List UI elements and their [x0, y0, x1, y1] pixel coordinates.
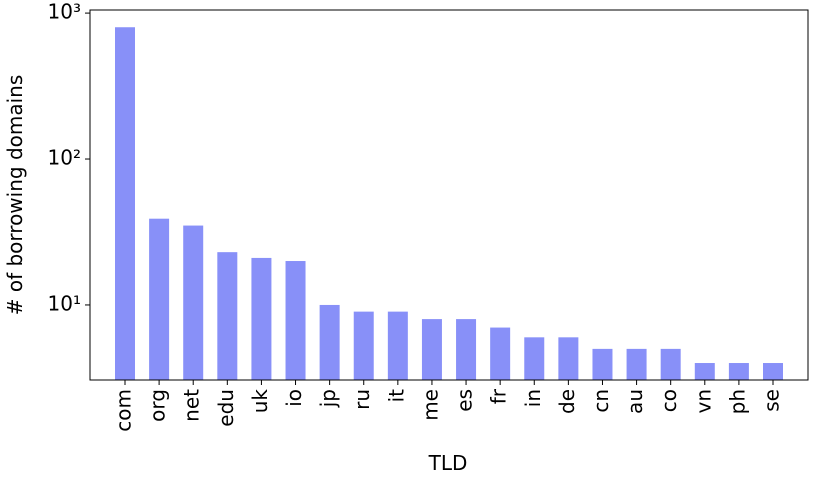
x-tick-label: jp [316, 389, 340, 408]
x-tick-label: net [180, 389, 204, 422]
x-tick-label: de [555, 389, 579, 414]
bar [285, 261, 306, 380]
bar [490, 327, 511, 380]
x-tick-label: cn [589, 389, 613, 413]
bar [694, 363, 715, 380]
y-tick-label: 10¹ [48, 291, 81, 315]
x-tick-label: io [282, 389, 306, 407]
bar [183, 225, 204, 380]
bar [319, 304, 340, 380]
bar [217, 252, 238, 380]
x-tick-label: ph [725, 389, 749, 414]
bar [626, 348, 647, 380]
x-tick-label: ru [350, 389, 374, 410]
y-tick-label: 10³ [48, 0, 81, 24]
x-tick-label: uk [248, 389, 272, 414]
bar [421, 319, 442, 380]
plot-frame [89, 9, 809, 381]
bar [660, 348, 681, 380]
x-tick-label: in [521, 389, 545, 407]
x-tick-label: com [112, 389, 136, 432]
x-tick-label: it [384, 389, 408, 403]
x-tick-label: fr [487, 388, 511, 404]
bar [149, 218, 170, 380]
bar [456, 319, 477, 380]
x-axis-label: TLD [428, 451, 468, 475]
x-tick-label: org [146, 389, 170, 422]
y-tick-label: 10² [48, 146, 81, 170]
bar [353, 311, 374, 380]
x-tick-label: me [418, 389, 442, 421]
x-tick-label: edu [214, 389, 238, 427]
bar [387, 311, 408, 380]
bar [763, 363, 783, 380]
x-tick-label: au [623, 389, 647, 414]
bar [115, 27, 135, 381]
bar [592, 348, 613, 380]
y-axis-label: # of borrowing domains [3, 75, 27, 316]
x-tick-label: co [657, 389, 681, 412]
x-tick-label: vn [691, 389, 715, 414]
x-tick-label: es [453, 389, 477, 412]
bar [728, 363, 749, 380]
bar [524, 337, 545, 380]
x-tick-label: se [760, 389, 784, 412]
bar [558, 337, 579, 380]
bar [251, 257, 272, 380]
